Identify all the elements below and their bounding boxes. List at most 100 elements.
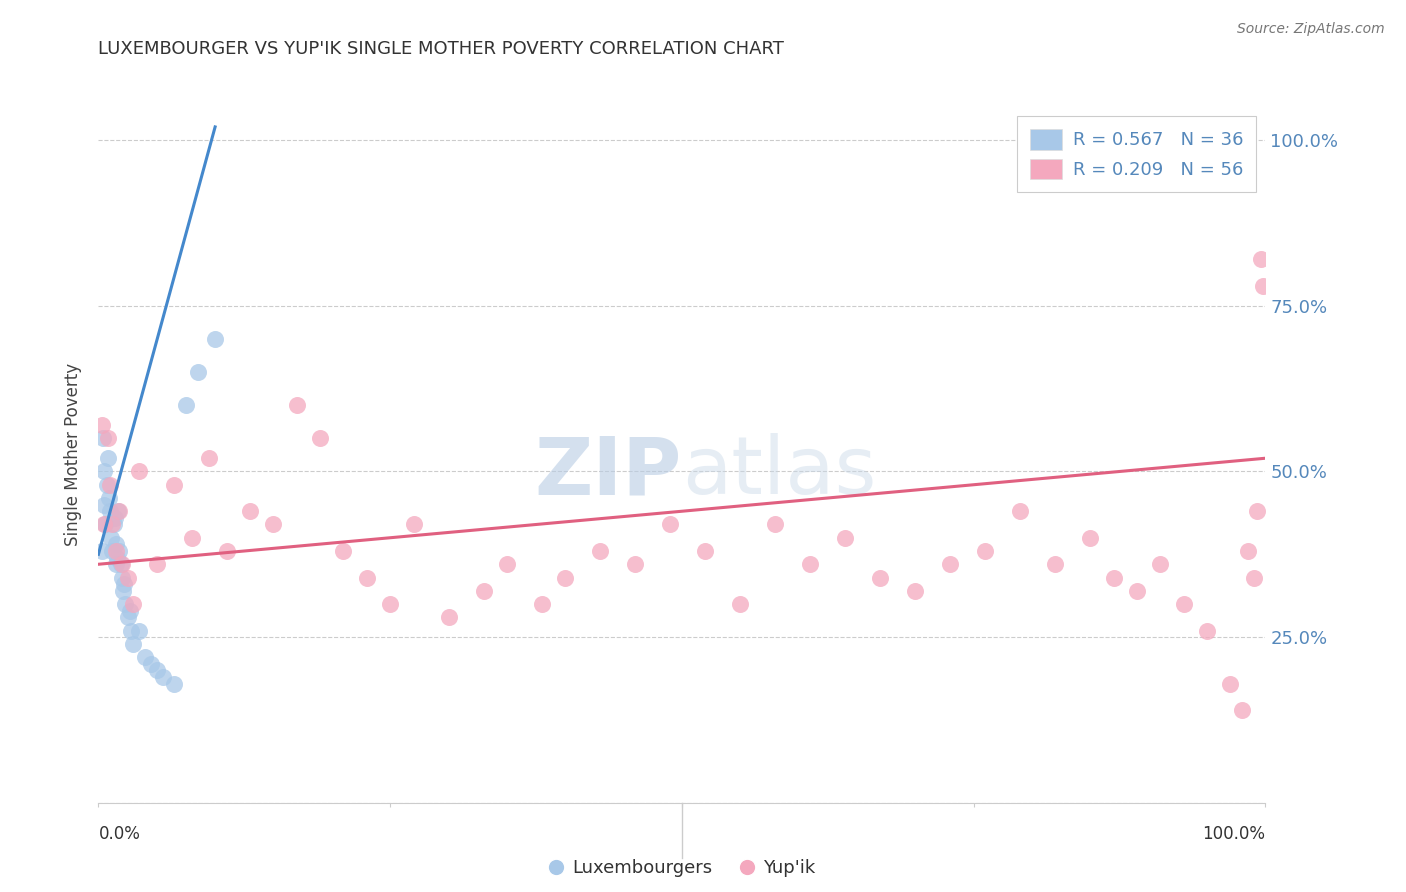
Point (472, 583, 495, 598)
Point (110, 558, 132, 572)
Point (152, 670, 174, 684)
Point (122, 597, 145, 611)
Point (589, 544, 612, 558)
Point (128, 465, 150, 479)
Point (198, 451, 221, 466)
Point (90, 544, 112, 558)
Point (1010, 504, 1032, 518)
Point (112, 577, 135, 591)
Point (117, 610, 139, 624)
Point (105, 550, 128, 565)
Text: 100.0%: 100.0% (1202, 825, 1265, 843)
Point (139, 657, 162, 671)
Point (285, 398, 308, 412)
Point (98, 504, 121, 518)
Point (146, 558, 169, 572)
Point (108, 504, 131, 518)
Point (624, 558, 647, 572)
Point (1230, 703, 1253, 717)
Point (120, 624, 142, 638)
Point (659, 517, 682, 532)
Point (437, 610, 460, 624)
Point (1219, 676, 1241, 690)
Point (91, 431, 114, 445)
Point (163, 676, 186, 690)
Point (356, 570, 378, 584)
Text: Source: ZipAtlas.com: Source: ZipAtlas.com (1237, 22, 1385, 37)
Point (93, 465, 115, 479)
Point (163, 477, 186, 491)
Point (204, 332, 226, 346)
Point (180, 531, 202, 545)
Point (1246, 504, 1268, 518)
Point (100, 531, 122, 545)
Point (97, 491, 120, 505)
Point (174, 398, 197, 412)
Point (98, 477, 121, 491)
Point (104, 544, 127, 558)
Point (530, 597, 553, 611)
Point (187, 365, 209, 379)
Point (1080, 531, 1102, 545)
Point (1237, 544, 1260, 558)
Point (118, 604, 141, 618)
Point (1243, 570, 1265, 584)
Text: atlas: atlas (682, 434, 876, 511)
Y-axis label: Single Mother Poverty: Single Mother Poverty (65, 363, 83, 547)
Point (1126, 583, 1149, 598)
Point (309, 431, 332, 445)
Point (262, 517, 284, 532)
Text: 0.0%: 0.0% (98, 825, 141, 843)
Point (101, 544, 124, 558)
Point (97, 451, 120, 466)
Point (111, 570, 134, 584)
Point (974, 544, 997, 558)
Point (1195, 624, 1218, 638)
Point (215, 544, 238, 558)
Text: ZIP: ZIP (534, 434, 682, 511)
Point (114, 597, 136, 611)
Point (104, 537, 127, 551)
Point (554, 570, 576, 584)
Point (834, 531, 856, 545)
Point (1149, 558, 1171, 572)
Point (97, 431, 120, 445)
Point (90, 418, 112, 433)
Legend: Luxembourgers, Yup'ik: Luxembourgers, Yup'ik (541, 852, 823, 884)
Point (117, 570, 139, 584)
Point (93, 517, 115, 532)
Point (332, 544, 354, 558)
Point (134, 650, 156, 665)
Point (378, 597, 402, 611)
Point (869, 570, 891, 584)
Point (111, 583, 134, 598)
Point (93, 498, 115, 512)
Point (1173, 597, 1195, 611)
Point (146, 663, 169, 677)
Point (1250, 252, 1272, 267)
Point (122, 637, 145, 651)
Point (103, 517, 125, 532)
Point (730, 597, 752, 611)
Point (1102, 570, 1125, 584)
Point (495, 558, 517, 572)
Point (904, 583, 927, 598)
Point (111, 558, 134, 572)
Point (94, 517, 117, 532)
Point (108, 544, 131, 558)
Point (402, 517, 425, 532)
Point (239, 504, 262, 518)
Point (104, 511, 127, 525)
Point (107, 504, 129, 518)
Point (695, 544, 717, 558)
Point (1045, 558, 1067, 572)
Point (104, 558, 127, 572)
Text: LUXEMBOURGER VS YUP'IK SINGLE MOTHER POVERTY CORRELATION CHART: LUXEMBOURGER VS YUP'IK SINGLE MOTHER POV… (98, 40, 785, 58)
Point (763, 517, 786, 532)
Point (101, 517, 124, 532)
Point (128, 624, 150, 638)
Point (799, 558, 821, 572)
Point (939, 558, 962, 572)
Point (96, 477, 118, 491)
Point (1251, 279, 1274, 293)
